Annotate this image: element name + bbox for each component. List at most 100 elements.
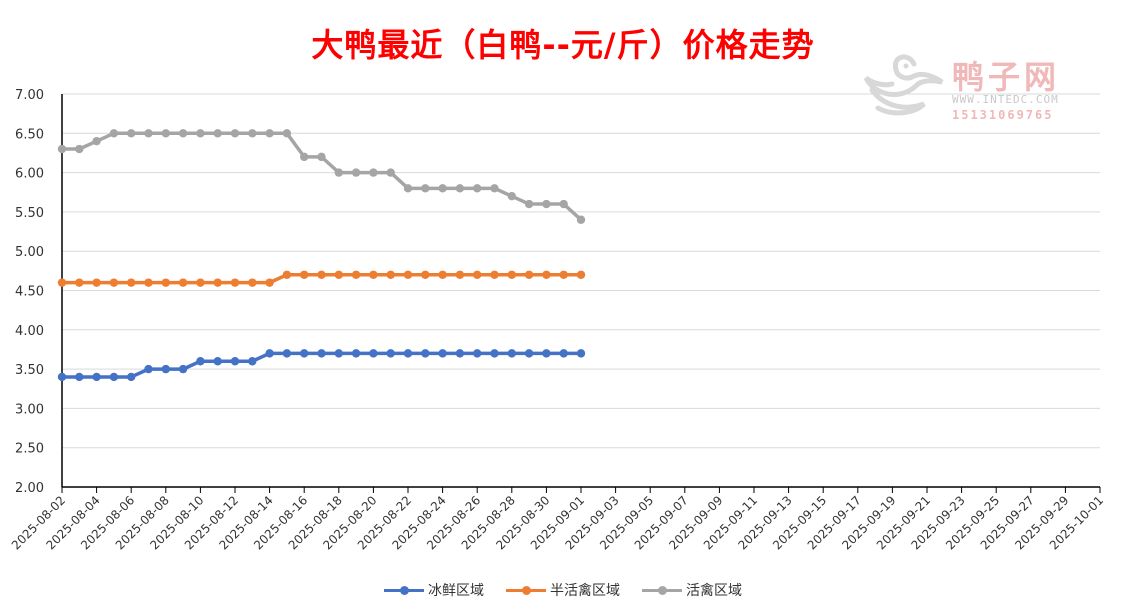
data-point [576,349,586,358]
data-point [490,270,499,279]
data-point [403,270,413,279]
data-point [524,349,534,358]
data-point [524,199,534,209]
data-point [75,144,84,154]
y-tick-label: 2.00 [15,481,44,496]
data-point [455,349,465,358]
series-line [62,131,583,222]
data-point [230,278,240,287]
data-point [403,184,413,193]
data-point [317,270,326,279]
data-point [213,357,222,366]
data-point [265,278,274,287]
data-point [144,129,153,138]
data-point [334,349,343,358]
data-point [507,349,516,358]
legend-swatch [642,585,682,595]
data-point [230,129,240,138]
y-tick-label: 4.00 [15,324,44,339]
data-point [576,215,586,224]
data-point [213,278,222,287]
data-point [473,349,482,358]
data-point [438,184,447,193]
data-point [75,278,84,287]
data-point [144,364,153,374]
legend-item: 活禽区域 [642,580,742,600]
watermark-phone: 15131069765 [952,108,1054,122]
data-point [524,270,534,279]
legend-swatch [506,585,546,595]
data-point [144,278,153,287]
data-point [300,270,309,279]
axes [61,94,1100,488]
data-point [542,270,551,279]
data-point [421,349,430,358]
y-tick-label: 3.00 [15,402,44,417]
data-point [178,129,188,138]
data-point [248,129,257,138]
data-point [473,270,482,279]
data-point [213,129,222,138]
data-point [559,199,568,209]
x-axis-ticks: 2025-08-022025-08-042025-08-062025-08-08… [9,487,1106,552]
data-point [282,349,292,358]
data-point [490,184,499,193]
legend-label: 活禽区域 [686,583,742,599]
data-point [161,129,170,138]
data-point [369,349,378,358]
data-point [542,349,551,358]
data-point [421,184,430,193]
legend-label: 半活禽区域 [550,583,620,599]
data-point [490,349,499,358]
data-point [438,270,447,279]
data-point [92,136,101,146]
data-point [57,144,67,154]
data-point [161,278,170,287]
data-point [196,129,205,138]
data-point [369,168,378,177]
data-point [559,349,568,358]
data-point [92,278,101,287]
data-point [403,349,413,358]
series-layer [57,129,586,382]
data-point [178,278,188,287]
data-point [92,372,101,382]
data-point [317,349,326,358]
data-point [351,349,361,358]
data-point [75,372,84,382]
y-tick-label: 2.50 [15,442,44,457]
duck-logo-icon [863,54,944,116]
y-axis-ticks: 2.00 2.50 3.00 3.50 4.00 4.50 5.00 5.50 6.00 6.50… [15,88,44,496]
y-tick-label: 3.50 [15,363,44,378]
watermark-logo: 鸭子网 WWW.INTEDC.COM 15131069765 [862,50,1092,126]
data-point [369,270,378,279]
data-point [559,270,568,279]
data-point [109,129,119,138]
y-tick-label: 7.00 [15,88,44,103]
data-point [300,152,309,162]
data-point [576,270,586,279]
watermark-url: WWW.INTEDC.COM [952,93,1059,106]
watermark-name: 鸭子网 [952,58,1061,96]
data-point [178,364,188,374]
data-point [473,184,482,193]
chart-title: 大鸭最近（白鸭--元/斤）价格走势 [311,26,815,64]
data-point [109,372,119,382]
gridlines [62,93,1100,449]
chart-legend: 冰鲜区域 半活禽区域 活禽区域 [0,580,1126,600]
data-point [300,349,309,358]
data-point [507,191,516,201]
data-point [421,270,430,279]
data-point [127,278,136,287]
data-point [282,270,292,279]
data-point [351,270,361,279]
data-point [317,152,326,162]
data-point [507,270,516,279]
data-point [248,278,257,287]
data-point [127,129,136,138]
data-point [196,278,205,287]
y-tick-label: 5.00 [15,245,44,260]
y-tick-label: 4.50 [15,285,44,300]
data-point [455,270,465,279]
